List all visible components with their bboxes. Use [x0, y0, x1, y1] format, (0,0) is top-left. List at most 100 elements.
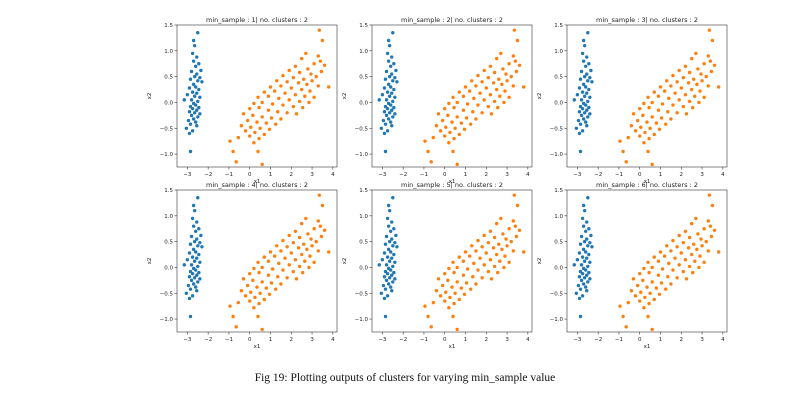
scatter-point-cluster-1	[452, 136, 456, 141]
scatter-point-cluster-1	[631, 112, 636, 116]
scatter-point-cluster-0	[582, 43, 587, 48]
scatter-point-cluster-0	[195, 288, 199, 293]
scatter-point-cluster-1	[316, 249, 320, 253]
scatter-point-cluster-1	[447, 101, 451, 106]
scatter-point-cluster-1	[658, 85, 663, 89]
scatter-point-cluster-1	[511, 54, 515, 58]
scatter-point-cluster-0	[585, 108, 589, 112]
scatter-point-cluster-0	[581, 282, 586, 286]
scatter-point-cluster-1	[283, 91, 287, 95]
scatter-point-cluster-1	[448, 295, 452, 300]
scatter-point-cluster-1	[696, 232, 700, 236]
axes-frame	[371, 24, 533, 168]
scatter-point-cluster-0	[197, 270, 201, 275]
scatter-point-cluster-1	[314, 74, 318, 79]
scatter-point-cluster-1	[511, 219, 515, 223]
y-tick-label: 1.0	[554, 49, 563, 55]
scatter-point-cluster-1	[484, 86, 488, 90]
scatter-point-cluster-1	[650, 327, 654, 332]
y-tick-label: 1.0	[164, 214, 173, 220]
scatter-point-cluster-1	[641, 113, 645, 118]
scatter-point-cluster-0	[190, 90, 195, 94]
y-tick-label: 1.5	[359, 23, 368, 29]
x-axis-label: x1	[644, 344, 651, 350]
scatter-point-cluster-1	[260, 162, 264, 167]
scatter-point-cluster-1	[272, 89, 277, 93]
scatter-point-cluster-0	[189, 234, 194, 239]
scatter-point-cluster-1	[309, 72, 313, 76]
scatter-point-cluster-1	[276, 110, 280, 114]
subplot-4: min_sample : 4| no. clusters : 2 −3 −2 −1 0 1…	[147, 181, 338, 350]
scatter-point-cluster-1	[692, 242, 696, 246]
x-tick-label: −2	[204, 337, 212, 343]
scatter-point-cluster-1	[236, 300, 240, 305]
scatter-point-cluster-1	[633, 129, 638, 133]
scatter-point-cluster-0	[192, 94, 197, 98]
scatter-point-cluster-1	[499, 216, 503, 221]
scatter-point-cluster-1	[304, 51, 308, 56]
scatter-point-cluster-0	[386, 117, 391, 121]
scatter-point-cluster-1	[260, 265, 264, 270]
scatter-point-cluster-0	[196, 99, 200, 104]
scatter-point-cluster-1	[665, 79, 669, 83]
scatter-point-cluster-0	[383, 122, 388, 126]
scatter-point-cluster-1	[297, 70, 302, 75]
scatter-point-cluster-0	[579, 98, 584, 102]
scatter-point-cluster-1	[316, 54, 320, 58]
scatter-point-cluster-1	[429, 325, 433, 329]
subplot-title: min_sample : 5| no. clusters : 2	[401, 181, 503, 189]
scatter-point-cluster-1	[452, 105, 456, 110]
scatter-point-cluster-1	[488, 64, 493, 69]
scatter-point-cluster-1	[698, 254, 702, 258]
scatter-point-cluster-0	[198, 95, 202, 99]
scatter-point-cluster-0	[187, 251, 192, 255]
subplot-5: min_sample : 5| no. clusters : 2 −3 −2 −1 0 1…	[342, 181, 533, 350]
subplot-title: min_sample : 6| no. clusters : 2	[596, 181, 698, 189]
scatter-point-cluster-0	[191, 247, 196, 252]
scatter-point-cluster-1	[650, 162, 654, 167]
scatter-point-cluster-1	[659, 116, 664, 120]
y-tick-label: 1.0	[164, 49, 173, 55]
scatter-point-cluster-0	[384, 113, 389, 118]
scatter-point-cluster-1	[500, 247, 504, 252]
scatter-point-cluster-0	[198, 260, 202, 264]
scatter-point-cluster-1	[681, 269, 686, 274]
scatter-point-cluster-1	[673, 91, 677, 95]
scatter-point-cluster-0	[390, 237, 394, 241]
subplot-title: min_sample : 3| no. clusters : 2	[596, 16, 698, 24]
scatter-point-cluster-0	[588, 277, 592, 281]
scatter-point-cluster-1	[443, 106, 447, 111]
y-tick-label: 1.5	[554, 23, 563, 29]
scatter-point-cluster-1	[694, 51, 698, 56]
scatter-point-cluster-1	[228, 139, 232, 143]
scatter-point-cluster-1	[642, 306, 646, 310]
scatter-point-cluster-1	[256, 95, 260, 99]
scatter-point-cluster-0	[198, 240, 202, 245]
scatter-point-cluster-0	[585, 256, 589, 260]
scatter-point-cluster-1	[462, 292, 467, 297]
scatter-point-cluster-1	[710, 203, 715, 208]
scatter-point-cluster-1	[502, 265, 506, 270]
scatter-point-cluster-1	[638, 271, 642, 276]
scatter-point-cluster-1	[512, 28, 517, 32]
scatter-point-cluster-1	[260, 100, 264, 105]
scatter-point-cluster-1	[662, 89, 667, 93]
scatter-point-cluster-1	[639, 290, 643, 294]
scatter-point-cluster-0	[185, 258, 190, 262]
scatter-point-cluster-0	[577, 275, 582, 279]
scatter-point-cluster-0	[580, 216, 585, 221]
scatter-point-cluster-0	[196, 196, 200, 200]
x-tick-label: 2	[485, 172, 489, 178]
scatter-point-cluster-0	[588, 75, 592, 80]
scatter-point-cluster-1	[461, 273, 466, 277]
scatter-point-cluster-0	[195, 237, 199, 241]
scatter-point-cluster-0	[199, 68, 203, 73]
scatter-point-cluster-1	[645, 120, 649, 124]
scatter-point-cluster-1	[638, 106, 642, 111]
scatter-point-cluster-1	[702, 95, 706, 99]
scatter-point-cluster-1	[671, 73, 675, 78]
scatter-point-cluster-1	[266, 108, 271, 112]
scatter-point-cluster-1	[262, 297, 266, 302]
scatter-point-cluster-0	[190, 129, 195, 133]
x-axis-label: x1	[449, 344, 456, 350]
